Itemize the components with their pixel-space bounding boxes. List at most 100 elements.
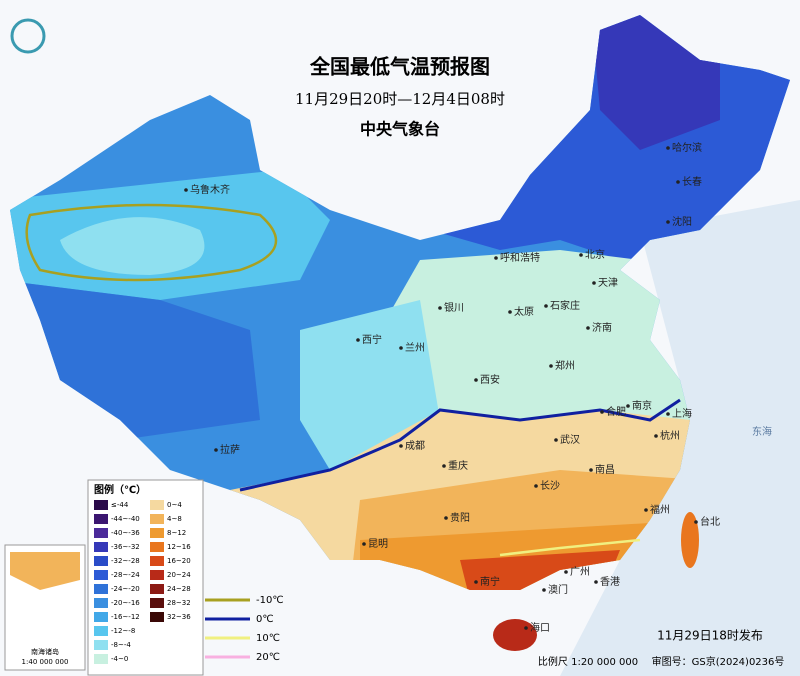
isoline-minus10	[25, 203, 278, 282]
legend-label: 4~8	[167, 515, 182, 523]
city-label: 成都	[405, 440, 425, 452]
city-label: 合肥	[606, 405, 626, 418]
city-label: 杭州	[660, 429, 680, 442]
city-label: 福州	[650, 503, 670, 516]
city-label: 南昌	[595, 463, 615, 476]
city-label: 石家庄	[550, 299, 580, 312]
city-label: 广州	[570, 566, 590, 578]
city-dot	[544, 304, 548, 308]
city-dot	[594, 580, 598, 584]
city-label: 长春	[682, 176, 702, 188]
city-dot	[534, 484, 538, 488]
city-label: 天津	[598, 277, 618, 289]
city-label: 长沙	[540, 480, 560, 492]
city-label: 银川	[444, 301, 464, 314]
title: 全国最低气温预报图	[309, 55, 490, 79]
city-dot	[586, 326, 590, 330]
city-dot	[592, 281, 596, 285]
city-dot	[589, 468, 593, 472]
legend-swatch	[150, 584, 164, 594]
city-label: 郑州	[555, 359, 575, 372]
legend-swatch	[94, 598, 108, 608]
city-dot	[356, 338, 360, 342]
issued: 11月29日18时发布	[657, 628, 763, 643]
legend-label: -44~-40	[111, 515, 140, 523]
isoline-legend: -10℃ 0℃ 10℃ 20℃	[205, 595, 284, 663]
isoline-0	[239, 398, 681, 492]
legend-swatch	[150, 598, 164, 608]
legend: ≤-44 -44~-40 -40~-36 -36~-32 -32~-28 -28~-24 -…	[94, 500, 191, 664]
legend-label: 12~16	[167, 543, 191, 551]
city-dot	[438, 306, 442, 310]
city-dot	[362, 542, 366, 546]
city-dot	[644, 508, 648, 512]
city-dot	[474, 378, 478, 382]
issuer: 中央气象台	[360, 120, 440, 139]
city-label: 乌鲁木齐	[190, 183, 230, 196]
legend-label: 8~12	[167, 529, 186, 537]
city-dot	[676, 180, 680, 184]
legend-label: -20~-16	[111, 599, 140, 607]
legend-swatch	[94, 528, 108, 538]
city-dot	[564, 570, 568, 574]
city-label: 澳门	[548, 583, 568, 596]
legend-swatch	[94, 556, 108, 566]
legend-label: ≤-44	[111, 501, 129, 509]
legend-swatch	[150, 542, 164, 552]
city-dot	[399, 444, 403, 448]
legend-label: 28~32	[167, 599, 191, 607]
legend-label: -16~-12	[111, 613, 140, 621]
legend-label: 24~28	[167, 585, 191, 593]
city-dot	[654, 434, 658, 438]
sea	[560, 200, 800, 676]
city-label: 香港	[600, 576, 620, 588]
city-dot	[214, 448, 218, 452]
legend-swatch	[94, 626, 108, 636]
logo	[10, 18, 46, 54]
legend-label: -40~-36	[111, 529, 140, 537]
city-label: 上海	[672, 407, 692, 420]
legend-label: -4~0	[111, 655, 128, 663]
city-dot	[542, 588, 546, 592]
isoline-label: 10℃	[256, 633, 280, 644]
legend-swatch	[150, 556, 164, 566]
isoline-label: -10℃	[256, 595, 284, 606]
city-label: 北京	[585, 248, 605, 261]
legend-label: -28~-24	[111, 571, 140, 579]
legend-label: -8~-4	[111, 641, 131, 649]
city-label: 兰州	[405, 341, 425, 354]
city-dot	[524, 626, 528, 630]
city-label: 济南	[592, 321, 612, 334]
legend-swatch	[150, 500, 164, 510]
city-dot	[399, 346, 403, 350]
city-dot	[600, 410, 604, 414]
city-dot	[666, 146, 670, 150]
legend-label: 16~20	[167, 557, 191, 565]
legend-label: 0~4	[167, 501, 182, 509]
legend-label: -12~-8	[111, 627, 135, 635]
legend-swatch	[94, 584, 108, 594]
isoline-label: 0℃	[256, 614, 274, 625]
legend-label: -24~-20	[111, 585, 140, 593]
city-dot	[508, 310, 512, 314]
sea-label: 东海	[752, 425, 772, 438]
city-label: 重庆	[448, 459, 468, 472]
inset-scale: 1:40 000 000	[22, 658, 69, 666]
city-label: 西宁	[362, 333, 382, 346]
legend-swatch	[94, 654, 108, 664]
city-dot	[579, 253, 583, 257]
legend-swatch	[94, 640, 108, 650]
legend-swatch	[150, 612, 164, 622]
map-number: 审图号：GS京(2024)0236号	[652, 655, 785, 668]
legend-swatch	[94, 514, 108, 524]
legend-swatch	[94, 542, 108, 552]
isoline-label: 20℃	[256, 652, 280, 663]
city-label: 台北	[700, 515, 720, 528]
city-label: 昆明	[368, 538, 388, 550]
city-label: 拉萨	[220, 443, 240, 456]
legend-swatch	[150, 514, 164, 524]
city-label: 南宁	[480, 575, 500, 588]
isoline-10	[499, 538, 641, 557]
city-dot	[442, 464, 446, 468]
